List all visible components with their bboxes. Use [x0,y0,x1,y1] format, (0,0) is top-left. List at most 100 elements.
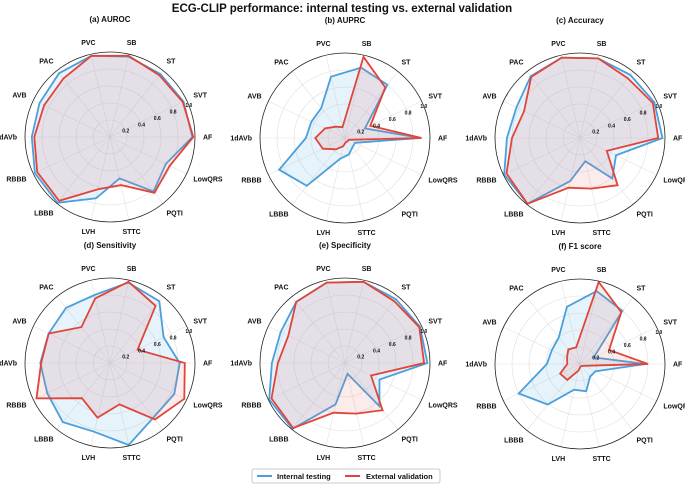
grid-spoke [579,55,600,139]
category-label: LowQRS [428,403,457,410]
grid-spoke [109,136,187,175]
grid-spoke [526,71,581,139]
category-label: LowQRS [193,177,222,184]
category-label: RBBB [241,178,261,185]
category-label: LVH [317,230,330,237]
category-label: SB [362,266,372,273]
category-label: ST [166,59,176,66]
grid-spoke [579,137,634,205]
category-label: PVC [551,41,565,48]
grid-spoke [526,297,581,365]
category-label: 1dAVb [0,361,17,368]
series-line-external [558,280,649,382]
category-label: PVC [81,40,95,47]
category-label: PAC [509,60,523,67]
grid-spoke [579,71,634,139]
radial-tick-label: 1.0 [420,329,427,335]
grid-spoke [56,70,111,138]
category-label: AF [438,136,448,143]
category-label: LBBB [34,436,53,443]
category-label: ST [401,285,411,292]
category-label: SB [597,41,607,48]
grid-spoke [268,362,346,401]
grid-spoke [579,363,600,447]
category-label: PQTI [166,436,182,443]
radial-tick-label: 0.6 [624,117,631,123]
category-label: PVC [316,266,330,273]
grid-spoke [291,296,346,364]
radial-tick-label: 0.4 [138,122,145,128]
outer-ring [24,51,196,223]
category-label: RBBB [6,177,26,184]
grid-spoke [291,362,346,430]
radial-tick-label: 0.2 [592,356,599,362]
radial-tick-label: 0.6 [389,342,396,348]
grid-spoke [503,363,581,402]
radial-tick-label: 0.6 [624,343,631,349]
series-line-external [270,280,426,430]
category-label: 1dAVb [230,361,252,368]
category-label: AVB [482,319,496,326]
radial-tick-label: 1.0 [185,103,192,109]
panel-title: (e) Specificity [319,241,372,250]
category-label: STTC [592,230,610,237]
category-label: AF [438,361,448,368]
radial-tick-label: 0.2 [357,355,364,361]
category-label: LBBB [504,437,523,444]
grid-spoke [109,280,130,364]
category-label: SB [127,266,137,273]
grid-spoke [90,280,111,364]
panel-title: (f) F1 score [558,242,602,251]
category-label: SB [362,41,372,48]
grid-spoke [344,137,422,176]
radial-tick-label: 0.8 [170,336,177,342]
radial-tick-label: 0.4 [373,348,380,354]
radial-tick-label: 0.2 [122,355,129,361]
grid-spoke [344,362,365,446]
radar-panel: 0.2 0.4 0.6 0.8 1.0 SB ST SVT AF LowQRS PQTI STTC LV… [465,16,685,237]
category-label: AVB [482,93,496,100]
outer-ring [259,52,431,224]
grid-spoke [344,362,422,401]
category-label: AF [203,361,213,368]
category-label: LVH [552,456,565,463]
category-label: STTC [357,455,375,462]
grid-spoke [579,363,634,431]
figure-title: ECG-CLIP performance: internal testing v… [172,3,512,15]
category-label: PVC [81,266,95,273]
category-label: SVT [193,92,207,99]
category-label: PQTI [401,211,417,218]
series-line-internal [503,56,664,205]
category-label: SVT [663,319,677,326]
category-label: PQTI [166,210,182,217]
radial-tick-label: 0.2 [122,129,129,135]
category-label: LBBB [504,211,523,218]
radial-tick-label: 1.0 [655,104,662,110]
panel-title: (d) Sensitivity [84,241,137,250]
category-label: PAC [509,286,523,293]
grid-spoke [56,136,111,204]
series-line-external [505,56,660,205]
category-label: AF [673,136,683,143]
grid-spoke [33,99,111,138]
grid-spoke [579,363,657,402]
radial-tick-label: 0.8 [640,337,647,343]
category-label: LBBB [269,211,288,218]
grid-spoke [579,137,657,176]
category-label: PAC [39,285,53,292]
category-label: AVB [247,93,261,100]
grid-spoke [560,281,581,365]
category-label: STTC [122,455,140,462]
grid-spoke [560,363,581,447]
series-line-internal [39,281,181,447]
category-label: SVT [428,93,442,100]
category-label: SVT [663,93,677,100]
category-label: PQTI [636,437,652,444]
radial-tick-label: 0.4 [608,123,615,129]
category-label: STTC [592,456,610,463]
category-label: ST [636,286,646,293]
radial-tick-label: 0.8 [405,111,412,117]
category-label: PAC [39,59,53,66]
category-label: LowQRS [428,178,457,185]
